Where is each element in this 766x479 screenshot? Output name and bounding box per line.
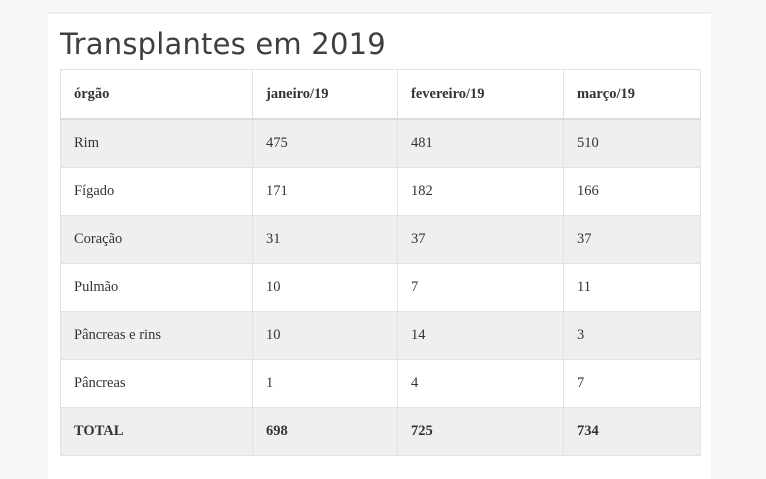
cell-organ: Rim — [60, 118, 253, 168]
table-header-row: órgão janeiro/19 fevereiro/19 março/19 — [60, 69, 701, 120]
cell-organ: Pâncreas e rins — [60, 311, 253, 360]
table-total-row: TOTAL 698 725 734 — [60, 407, 701, 456]
table-row: Pulmão 10 7 11 — [60, 263, 701, 312]
cell-march: 510 — [563, 118, 701, 168]
cell-january: 1 — [252, 359, 398, 408]
cell-january: 475 — [252, 118, 398, 168]
total-february: 725 — [397, 407, 564, 456]
cell-march: 7 — [563, 359, 701, 408]
cell-organ: Pulmão — [60, 263, 253, 312]
cell-january: 10 — [252, 263, 398, 312]
column-header-organ: órgão — [60, 69, 253, 120]
cell-february: 4 — [397, 359, 564, 408]
cell-february: 481 — [397, 118, 564, 168]
transplants-table: órgão janeiro/19 fevereiro/19 março/19 R… — [60, 69, 701, 456]
cell-february: 7 — [397, 263, 564, 312]
total-january: 698 — [252, 407, 398, 456]
cell-organ: Fígado — [60, 167, 253, 216]
cell-january: 171 — [252, 167, 398, 216]
page-title: Transplantes em 2019 — [60, 27, 386, 61]
table-row: Pâncreas 1 4 7 — [60, 359, 701, 408]
column-header-february: fevereiro/19 — [397, 69, 564, 120]
column-header-march: março/19 — [563, 69, 701, 120]
cell-organ: Pâncreas — [60, 359, 253, 408]
cell-march: 3 — [563, 311, 701, 360]
table-row: Pâncreas e rins 10 14 3 — [60, 311, 701, 360]
column-header-january: janeiro/19 — [252, 69, 398, 120]
table-row: Rim 475 481 510 — [60, 118, 701, 168]
cell-february: 37 — [397, 215, 564, 264]
cell-march: 166 — [563, 167, 701, 216]
cell-march: 37 — [563, 215, 701, 264]
cell-january: 31 — [252, 215, 398, 264]
table-row: Fígado 171 182 166 — [60, 167, 701, 216]
total-label: TOTAL — [60, 407, 253, 456]
cell-january: 10 — [252, 311, 398, 360]
table-row: Coração 31 37 37 — [60, 215, 701, 264]
cell-organ: Coração — [60, 215, 253, 264]
cell-february: 14 — [397, 311, 564, 360]
cell-march: 11 — [563, 263, 701, 312]
cell-february: 182 — [397, 167, 564, 216]
total-march: 734 — [563, 407, 701, 456]
